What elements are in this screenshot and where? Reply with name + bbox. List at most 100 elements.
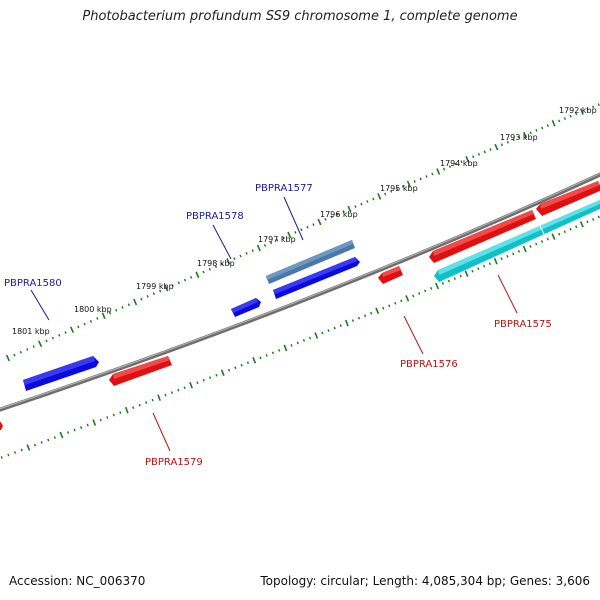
inner-scale-tick [296,341,299,345]
outer-scale-tick [354,205,357,208]
inner-scale-tick [400,299,403,303]
inner-scale-tick [215,373,218,377]
outer-scale-tick [494,143,499,151]
inner-scale-tick [388,304,391,308]
outer-scale-tick [506,140,509,144]
outer-scale-tick [159,289,162,293]
inner-scale-tick [73,428,76,432]
outer-scale-tick [45,339,48,343]
outer-scale-tick [377,193,382,200]
label-PBPRA1578[interactable]: PBPRA1578 [186,211,244,222]
outer-scale-tick [208,267,211,271]
inner-scale-tick [477,267,480,271]
outer-scale-tick [413,180,416,183]
gene-PBPRA1576[interactable] [378,266,403,284]
inner-scale-tick [488,262,492,266]
map-title: Photobacterium profundum SS9 chromosome … [82,9,518,24]
gene-PBPRA1579[interactable] [109,356,172,386]
outer-scale-tick [282,236,285,239]
outer-scale-tick [239,254,242,258]
outer-scale-tick [477,153,481,156]
outer-scale-tick [431,172,434,176]
inner-scale-tick [138,403,141,407]
inner-scale-tick [119,411,122,414]
inner-scale-tick [579,221,584,228]
outer-scale-tick [575,112,578,116]
scale-label-1794: 1794 kbp [440,159,478,168]
gene-PBPRA1580[interactable] [23,356,99,391]
outer-scale-tick [58,333,61,337]
inner-scale-tick [412,294,415,298]
outer-scale-tick [390,190,393,193]
leader-PBPRA1576 [403,315,424,355]
inner-scale-tick [558,232,561,236]
inner-scale-tick [424,289,427,293]
inner-scale-tick [227,368,231,372]
inner-scale-tick [234,366,237,370]
inner-scale-tick [540,240,544,243]
inner-scale-tick [66,431,70,434]
outer-scale-tick [419,177,422,181]
outer-scale-tick [535,129,538,132]
label-PBPRA1577[interactable]: PBPRA1577 [255,183,313,194]
inner-scale-tick [493,257,498,265]
label-PBPRA1576[interactable]: PBPRA1576 [400,359,458,370]
leader-PBPRA1577 [283,196,304,241]
inner-scale-tick [246,361,250,365]
inner-scale-tick [124,406,129,414]
gene-PBPRA1575[interactable] [429,210,536,263]
inner-scale-tick [405,295,410,302]
inner-scale-tick [500,257,503,261]
inner-scale-tick [157,394,161,401]
inner-scale-tick [321,331,324,335]
inner-scale-tick [522,245,527,253]
outer-scale-tick [454,162,457,166]
gene-PBPRA1577-forward[interactable] [273,257,360,299]
outer-scale-tick [395,187,399,191]
inner-scale-tick [33,443,37,447]
inner-scale-tick [551,233,556,240]
outer-scale-tick [448,165,452,168]
outer-scale-tick [569,114,572,118]
inner-scale-tick [99,418,102,422]
inner-scale-tick [333,326,336,330]
inner-scale-tick [132,406,135,409]
outer-scale-tick [202,270,205,274]
outer-scale-tick [108,311,112,315]
inner-scale-tick [592,218,595,221]
outer-scale-tick [190,276,193,279]
outer-scale-tick [19,350,22,354]
inner-scale-tick [26,444,31,451]
inner-scale-tick [435,282,440,290]
outer-scale-tick [177,281,180,285]
outer-scale-tick [32,345,35,348]
inner-scale-tick [189,381,193,389]
scale-label-1798: 1798 kbp [197,259,235,268]
inner-scale-tick [283,344,288,352]
label-PBPRA1579[interactable]: PBPRA1579 [145,457,203,468]
inner-scale-tick [0,456,3,459]
gene-PBPRA1577[interactable] [266,240,355,284]
outer-scale-tick [529,131,532,135]
label-PBPRA1580[interactable]: PBPRA1580 [4,278,62,289]
outer-scale-tick [127,303,130,307]
gene-PBPRA1575-segment[interactable] [536,181,600,216]
outer-scale-tick [26,348,29,351]
inner-scale-tick [314,332,319,339]
outer-scale-tick [366,200,369,203]
inner-scale-tick [13,451,17,454]
gene-PBPRA1575-highlight[interactable] [434,199,600,282]
inner-scale-tick [535,242,538,246]
leader-PBPRA1580 [30,289,50,321]
inner-scale-tick [363,314,367,318]
outer-scale-tick [5,354,11,362]
label-PBPRA1575[interactable]: PBPRA1575 [494,319,552,330]
outer-scale-tick [597,103,600,106]
inner-scale-tick [471,269,474,273]
outer-scale-tick [558,119,561,123]
inner-scale-tick [453,277,456,280]
inner-scale-tick [240,363,243,367]
scale-label-1799: 1799 kbp [136,282,174,291]
outer-scale-tick [226,258,231,265]
gene-PBPRA1578[interactable] [231,298,261,317]
